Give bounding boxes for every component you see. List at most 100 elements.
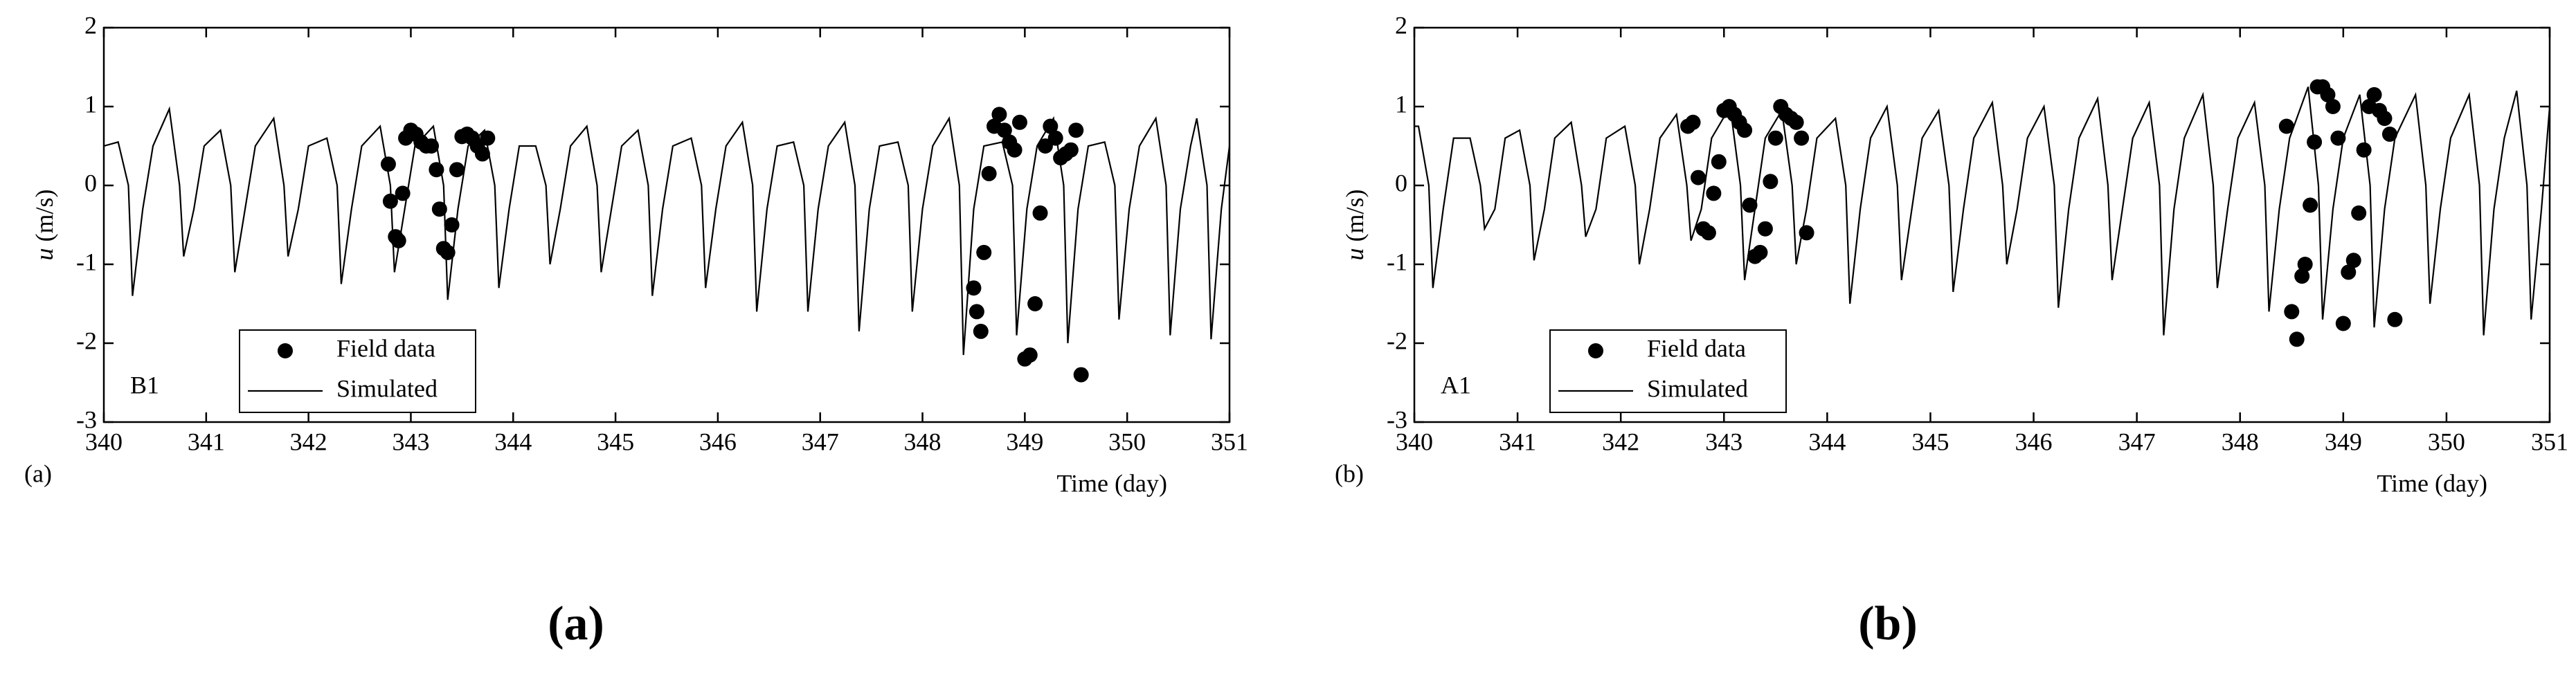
x-tick-label: 342 <box>1602 428 1639 455</box>
x-tick-label: 345 <box>1911 428 1949 455</box>
panel-label: (a) <box>24 459 52 487</box>
field-point <box>2366 86 2382 102</box>
field-point <box>2289 331 2305 347</box>
field-point <box>991 107 1007 122</box>
field-point <box>380 156 396 172</box>
x-tick-label: 348 <box>2222 428 2259 455</box>
caption: (a) <box>548 597 604 650</box>
caption: (b) <box>1858 597 1918 650</box>
field-point <box>2303 197 2318 213</box>
x-tick-label: 349 <box>2325 428 2362 455</box>
field-point <box>1706 185 1722 201</box>
x-tick-label: 351 <box>1211 428 1248 455</box>
y-axis-symbol: u <box>30 248 58 261</box>
x-tick-label: 347 <box>2118 428 2156 455</box>
field-point <box>1685 114 1701 130</box>
field-point <box>2345 253 2361 268</box>
y-axis-label: u (m/s) <box>1341 190 1369 261</box>
y-tick-label: -2 <box>76 327 97 354</box>
x-tick-label: 341 <box>1499 428 1536 455</box>
field-point <box>969 304 984 320</box>
legend-box <box>1549 329 1787 413</box>
x-axis-label: Time (day) <box>1056 469 1167 497</box>
x-tick-label: 344 <box>1808 428 1846 455</box>
field-point <box>981 165 997 181</box>
field-point <box>1032 205 1048 221</box>
field-point <box>1068 122 1084 138</box>
field-point <box>1737 122 1753 138</box>
field-point <box>480 130 496 146</box>
field-point <box>1711 154 1727 170</box>
y-tick-label: -3 <box>76 405 97 433</box>
station-label: B1 <box>130 371 159 399</box>
x-tick-label: 345 <box>597 428 634 455</box>
field-point <box>976 244 992 260</box>
x-tick-label: 350 <box>2428 428 2465 455</box>
x-tick-label: 343 <box>1705 428 1742 455</box>
field-point <box>1027 296 1043 311</box>
field-point <box>2341 264 2357 280</box>
y-axis-symbol: u <box>1341 248 1369 261</box>
y-tick-label: 1 <box>84 90 97 118</box>
y-tick-label: -1 <box>1387 248 1407 275</box>
x-tick-label: 346 <box>2015 428 2053 455</box>
field-point <box>1073 367 1089 383</box>
field-point <box>1011 114 1027 130</box>
field-point <box>2351 205 2367 221</box>
x-tick-label: 340 <box>1396 428 1433 455</box>
x-tick-label: 340 <box>85 428 123 455</box>
field-point <box>1047 130 1063 146</box>
legend-marker <box>278 343 293 358</box>
y-axis-label: u (m/s) <box>30 190 58 261</box>
y-tick-label: -1 <box>76 248 97 275</box>
field-point <box>2335 316 2351 331</box>
field-point <box>1700 225 1716 241</box>
field-point <box>2381 126 2397 142</box>
y-tick-label: -3 <box>1387 405 1407 433</box>
field-point <box>973 323 989 339</box>
field-point <box>1794 130 1810 146</box>
panel-label: (b) <box>1335 459 1364 487</box>
y-axis-unit: (m/s) <box>30 190 58 242</box>
station-label: A1 <box>1441 371 1471 399</box>
y-axis-unit: (m/s) <box>1341 190 1369 242</box>
field-point <box>390 232 406 248</box>
field-point <box>2330 130 2346 146</box>
field-point <box>1767 130 1783 146</box>
x-tick-label: 346 <box>699 428 737 455</box>
field-point <box>2284 304 2300 320</box>
field-point <box>1742 197 1758 213</box>
field-point <box>2320 86 2336 102</box>
field-point <box>449 162 465 178</box>
field-point <box>996 122 1012 138</box>
field-point <box>2294 268 2310 284</box>
legend-marker <box>1588 343 1603 358</box>
simulated-line <box>103 106 1231 356</box>
field-point <box>1757 221 1773 237</box>
y-tick-label: 2 <box>84 11 97 39</box>
field-point <box>1763 174 1778 190</box>
field-point <box>2356 142 2372 158</box>
field-point <box>2297 257 2313 272</box>
legend-box <box>239 329 476 413</box>
field-point <box>1691 170 1706 185</box>
field-point <box>1788 114 1804 130</box>
x-tick-label: 349 <box>1006 428 1043 455</box>
x-tick-label: 347 <box>802 428 839 455</box>
x-tick-label: 350 <box>1108 428 1146 455</box>
x-tick-label: 344 <box>494 428 532 455</box>
field-point <box>2325 99 2341 114</box>
x-tick-label: 343 <box>392 428 429 455</box>
legend-label: Simulated <box>1647 374 1748 402</box>
y-tick-label: 2 <box>1395 11 1407 39</box>
field-point <box>1007 142 1023 158</box>
field-point <box>1063 142 1079 158</box>
field-point <box>424 138 440 154</box>
field-point <box>1022 347 1038 363</box>
field-point <box>2377 111 2393 127</box>
field-point <box>2278 118 2294 134</box>
simulated-line <box>1414 86 2551 336</box>
plot-frame <box>1413 26 2551 423</box>
field-point <box>440 244 456 260</box>
